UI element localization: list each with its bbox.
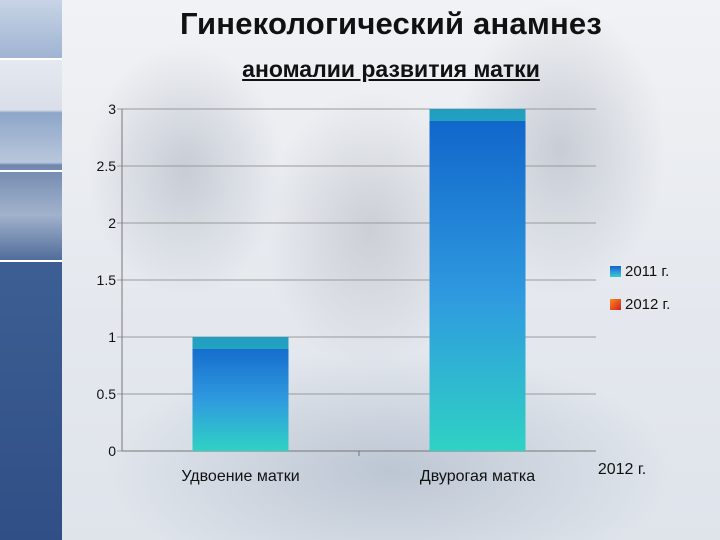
slide-subtitle: аномалии развития матки [62, 56, 720, 83]
bar [429, 109, 526, 451]
category-label: Двурогая матка [420, 468, 535, 485]
sidebar-photo-strip [0, 0, 62, 262]
x-axis-extra-label: 2012 г. [598, 461, 646, 478]
y-tick-label: 0.5 [97, 386, 117, 402]
category-label: Удвоение матки [181, 468, 299, 485]
sidebar-photo-1 [0, 0, 62, 60]
category-labels: Удвоение матки Двурогая матка [181, 468, 535, 485]
sidebar-photo-3 [0, 172, 62, 262]
bar [192, 337, 289, 451]
bar-top-highlight [429, 109, 526, 121]
sidebar-decoration [0, 0, 62, 540]
legend: 2011 г. 2012 г. [610, 263, 670, 313]
y-tick-labels: 0 0.5 1 1.5 2 2.5 3 [97, 101, 117, 459]
y-tick-label: 0 [108, 443, 116, 459]
legend-label: 2011 г. [625, 263, 669, 280]
legend-swatch [610, 299, 621, 310]
slide-title: Гинекологический анамнез [180, 6, 602, 41]
bars [192, 109, 526, 451]
sidebar-photo-2 [0, 60, 62, 172]
y-tick-label: 3 [108, 101, 116, 117]
y-tick-label: 1.5 [97, 272, 117, 288]
y-tick-label: 2 [108, 215, 116, 231]
legend-swatch [610, 266, 621, 277]
y-tick-label: 1 [108, 329, 116, 345]
slide-subtitle-text: аномалии развития матки [242, 56, 540, 82]
bar-top-highlight [192, 337, 289, 349]
legend-label: 2012 г. [625, 296, 670, 313]
y-tick-label: 2.5 [97, 158, 117, 174]
